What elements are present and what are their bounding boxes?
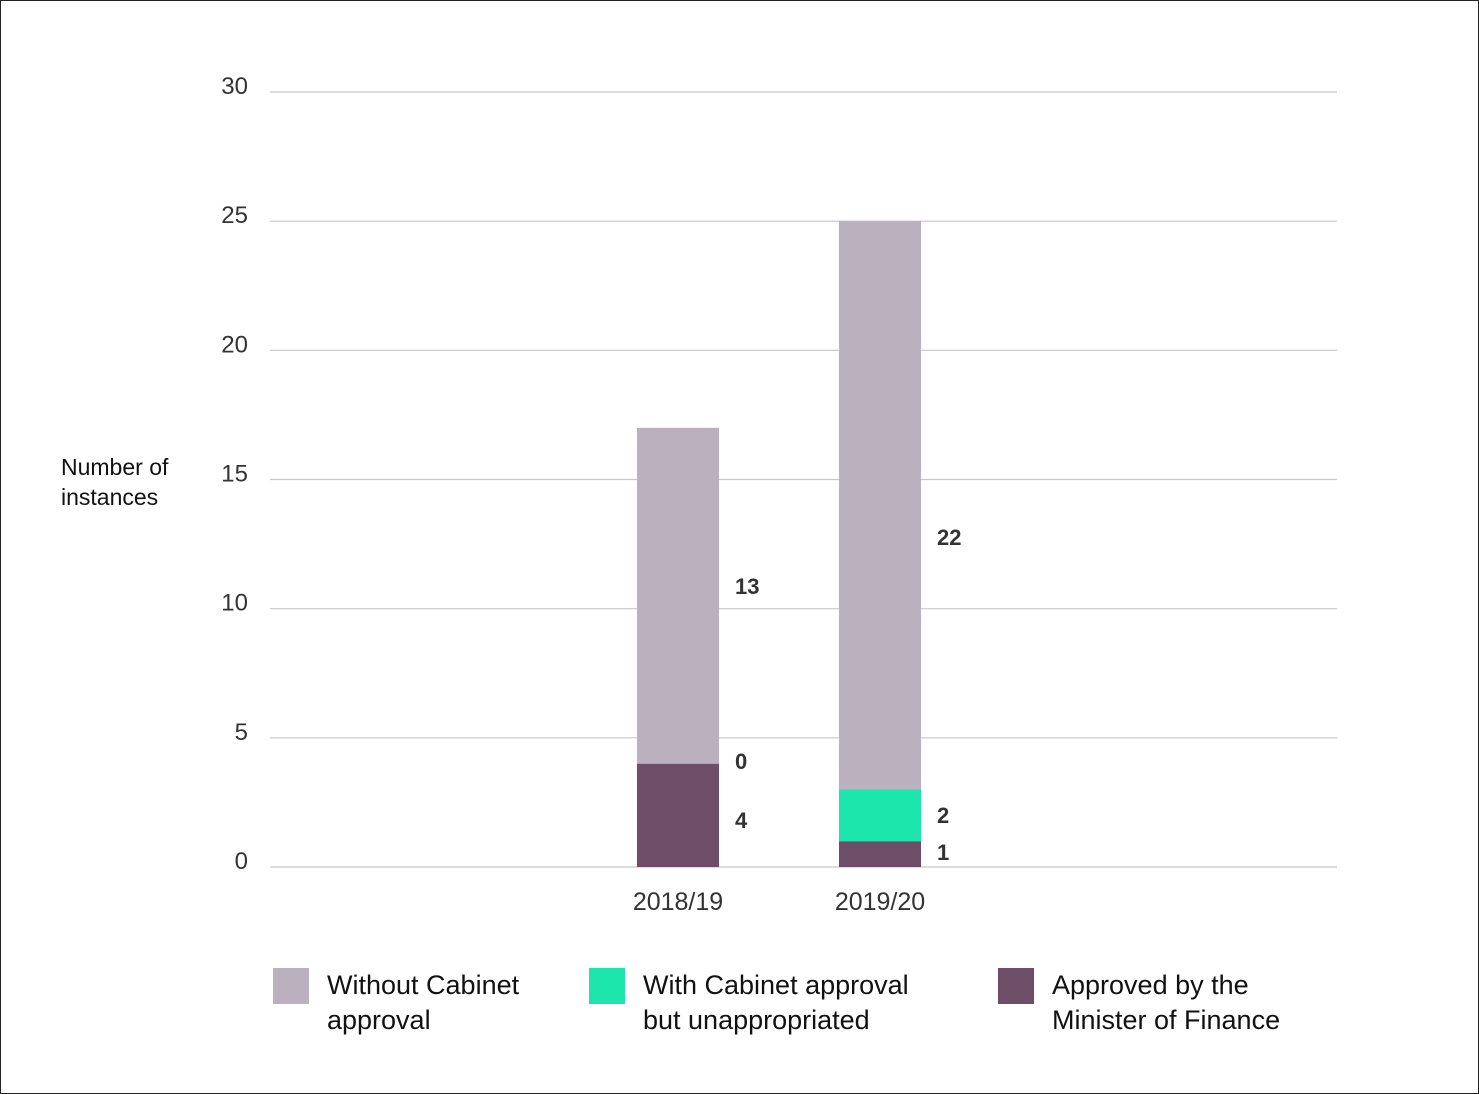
y-tick-label: 5 bbox=[235, 719, 248, 746]
bar-segment bbox=[637, 427, 719, 764]
data-label: 1 bbox=[937, 840, 949, 865]
legend-label-with-cabinet-approval-unappropriated: With Cabinet approval but unappropriated bbox=[643, 968, 909, 1038]
data-label: 22 bbox=[937, 525, 961, 550]
legend-swatch-with-cabinet-approval-unappropriated bbox=[589, 968, 625, 1004]
legend-label-line: approval bbox=[327, 1005, 431, 1035]
gridlines bbox=[270, 91, 1337, 868]
bar-segment bbox=[839, 841, 921, 867]
legend-swatch-approved-by-minister bbox=[998, 968, 1034, 1004]
legend-item-without-cabinet-approval: Without Cabinet approval bbox=[273, 968, 519, 1038]
bars bbox=[637, 221, 921, 867]
x-tick-label: 2019/20 bbox=[835, 888, 925, 916]
legend-label-line: Minister of Finance bbox=[1052, 1005, 1281, 1035]
legend-item-approved-by-minister: Approved by the Minister of Finance bbox=[998, 968, 1280, 1038]
bar-segment bbox=[839, 789, 921, 842]
legend-label-line: but unappropriated bbox=[643, 1005, 870, 1035]
y-tick-label: 30 bbox=[221, 73, 248, 100]
y-tick-label: 0 bbox=[235, 848, 248, 875]
y-tick-label: 10 bbox=[221, 590, 248, 617]
y-axis-ticks: 0 5 10 15 20 25 30 bbox=[221, 73, 248, 875]
y-tick-label: 20 bbox=[221, 331, 248, 358]
bar-segment bbox=[839, 221, 921, 790]
x-tick-label: 2018/19 bbox=[633, 888, 723, 916]
y-tick-label: 25 bbox=[221, 202, 248, 229]
data-label: 0 bbox=[735, 749, 747, 774]
legend-label-line: With Cabinet approval bbox=[643, 970, 909, 1000]
y-tick-label: 15 bbox=[221, 461, 248, 488]
legend-swatch-without-cabinet-approval bbox=[273, 968, 309, 1004]
y-axis-label: Number of instances bbox=[61, 452, 221, 512]
y-axis-label-line-1: Number of bbox=[61, 454, 169, 480]
legend-item-with-cabinet-approval-unappropriated: With Cabinet approval but unappropriated bbox=[589, 968, 909, 1038]
legend-label-line: Approved by the bbox=[1052, 970, 1249, 1000]
legend-label-approved-by-minister: Approved by the Minister of Finance bbox=[1052, 968, 1280, 1038]
legend-label-line: Without Cabinet bbox=[327, 970, 520, 1000]
data-label: 4 bbox=[735, 808, 748, 833]
legend-label-without-cabinet-approval: Without Cabinet approval bbox=[327, 968, 519, 1038]
data-label: 2 bbox=[937, 803, 949, 828]
bar-segment bbox=[637, 763, 719, 867]
x-axis-ticks: 2018/19 2019/20 bbox=[633, 888, 925, 916]
y-axis-label-line-2: instances bbox=[61, 484, 159, 510]
data-label: 13 bbox=[735, 574, 759, 599]
